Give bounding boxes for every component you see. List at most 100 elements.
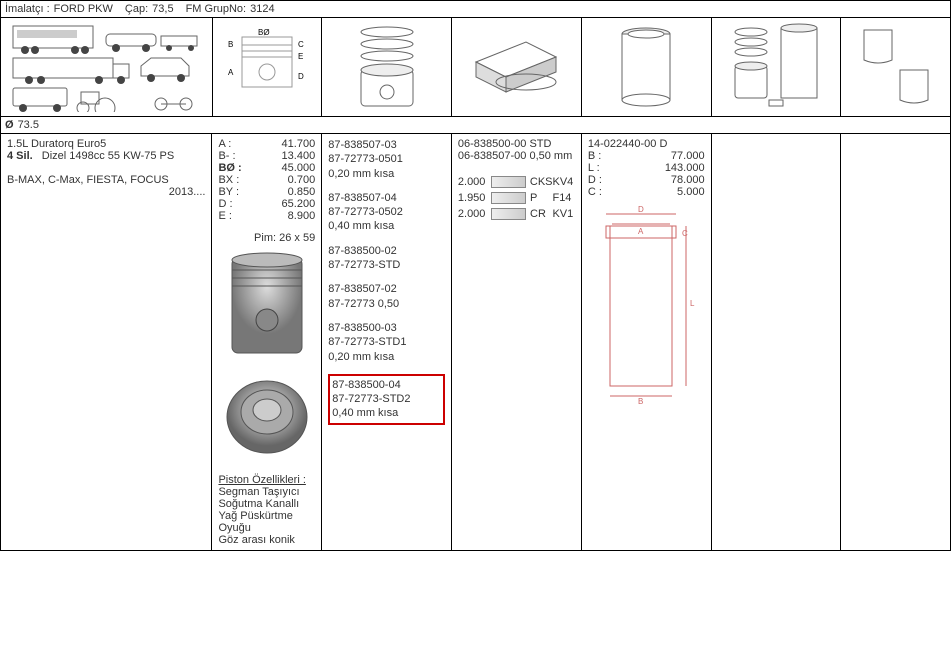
p6c: 0,40 mm kısa (332, 406, 441, 420)
part-group-3: 87-838500-02 87-72773-STD (328, 244, 445, 273)
catalog-page: İmalatçı : FORD PKW Çap: 73,5 FM GrupNo:… (0, 0, 951, 551)
group-label: FM GrupNo: (186, 3, 247, 15)
sleeve-icon (611, 22, 681, 112)
feature-4: Göz arası konik (218, 534, 315, 546)
svg-text:B: B (638, 397, 643, 406)
ring-pack-icon (466, 32, 566, 102)
sleeve-D: D :78.000 (588, 174, 705, 186)
piston-rings-icon (347, 22, 427, 112)
ring-profile-icon (491, 192, 526, 204)
cyl-prefix: 4 Sil. (7, 150, 33, 162)
ring-part2: 06-838507-00 0,50 mm (458, 150, 575, 162)
ring-part1: 06-838500-00 STD (458, 138, 575, 150)
dim-BY: BY :0.850 (218, 186, 315, 198)
sleeve-col: 14-022440-00 D B :77.000 L :143.000 D :7… (582, 134, 712, 550)
piston-dims-icon-cell: B A BØ CE D (213, 18, 323, 116)
pin-label: Pim: (254, 232, 276, 244)
p5c: 0,20 mm kısa (328, 350, 445, 364)
p3b: 87-72773-STD (328, 258, 445, 272)
diameter-symbol: Ø (5, 119, 14, 131)
diameter-row: Ø 73.5 (1, 117, 950, 134)
part-group-1: 87-838507-03 87-72773-0501 0,20 mm kısa (328, 138, 445, 181)
svg-text:BØ: BØ (258, 28, 270, 37)
r3v: 2.000 (458, 208, 487, 220)
ring-row-1: 2.000 CKS KV4 (458, 176, 575, 188)
p2b: 87-72773-0502 (328, 205, 445, 219)
svg-text:L: L (690, 299, 695, 308)
diameter-value: 73,5 (152, 3, 173, 15)
p5b: 87-72773-STD1 (328, 335, 445, 349)
feature-3: Yağ Püskürtme Oyuğu (218, 510, 315, 534)
ring-profile-icon (491, 208, 526, 220)
p2c: 0,40 mm kısa (328, 219, 445, 233)
p6a: 87-838500-04 (332, 378, 441, 392)
engine-spec: Dizel 1498cc 55 KW-75 PS (42, 150, 174, 162)
p6b: 87-72773-STD2 (332, 392, 441, 406)
svg-text:B: B (228, 40, 233, 49)
header-bar: İmalatçı : FORD PKW Çap: 73,5 FM GrupNo:… (1, 1, 950, 18)
ring-row-3: 2.000 CR KV1 (458, 208, 575, 220)
diameter-value2: 73.5 (18, 119, 39, 131)
svg-text:C: C (682, 229, 688, 238)
sleeve-part: 14-022440-00 D (588, 138, 705, 150)
diameter-label: Çap: (125, 3, 148, 15)
manufacturer-label: İmalatçı : (5, 3, 50, 15)
dimensions-col: A :41.700 B- :13.400 BØ :45.000 BX :0.70… (212, 134, 322, 550)
sleeve-C: C :5.000 (588, 186, 705, 198)
r2t: P (530, 192, 552, 204)
part-group-6-highlighted: 87-838500-04 87-72773-STD2 0,40 mm kısa (328, 374, 445, 425)
pin-value: 26 x 59 (279, 232, 315, 244)
r3c: KV1 (552, 208, 574, 220)
features-title: Piston Özellikleri : (218, 474, 315, 486)
p4a: 87-838507-02 (328, 282, 445, 296)
manufacturer-value: FORD PKW (54, 3, 113, 15)
r1t: CKS (530, 176, 553, 188)
p1c: 0,20 mm kısa (328, 167, 445, 181)
dim-BX: BX :0.700 (218, 174, 315, 186)
part-group-5: 87-838500-03 87-72773-STD1 0,20 mm kısa (328, 321, 445, 364)
svg-text:E: E (298, 52, 303, 61)
sleeve-L: L :143.000 (588, 162, 705, 174)
engine-year: 2013.... (7, 186, 205, 198)
parts-col: 87-838507-03 87-72773-0501 0,20 mm kısa … (322, 134, 452, 550)
piston-photo-top (222, 248, 312, 368)
svg-text:D: D (298, 72, 304, 81)
p1a: 87-838507-03 (328, 138, 445, 152)
engine-models: B-MAX, C-Max, FIESTA, FOCUS (7, 174, 205, 186)
sleeve-diagram: D A C L B (588, 206, 698, 406)
feature-1: Segman Taşıyıcı (218, 486, 315, 498)
kit-icon-cell (712, 18, 842, 116)
ring-pack-icon-cell (452, 18, 582, 116)
engine-line2: 4 Sil. Dizel 1498cc 55 KW-75 PS (7, 150, 205, 162)
r3t: CR (530, 208, 552, 220)
liner-pair-icon (856, 22, 936, 112)
dim-A: A :41.700 (218, 138, 315, 150)
svg-text:D: D (638, 206, 644, 214)
rings-col: 06-838500-00 STD 06-838507-00 0,50 mm 2.… (452, 134, 582, 550)
dim-D: D :65.200 (218, 198, 315, 210)
r1v: 2.000 (458, 176, 487, 188)
data-row: 1.5L Duratorq Euro5 4 Sil. Dizel 1498cc … (1, 134, 950, 550)
svg-text:A: A (228, 68, 234, 77)
pin-line: Pim: 26 x 59 (218, 232, 315, 244)
ring-row-2: 1.950 P F14 (458, 192, 575, 204)
engine-col: 1.5L Duratorq Euro5 4 Sil. Dizel 1498cc … (1, 134, 212, 550)
p2a: 87-838507-04 (328, 191, 445, 205)
empty-col-7 (841, 134, 950, 550)
dim-Bm: B- :13.400 (218, 150, 315, 162)
svg-text:C: C (298, 40, 304, 49)
group-value: 3124 (250, 3, 274, 15)
dim-BO: BØ :45.000 (218, 162, 315, 174)
part-group-2: 87-838507-04 87-72773-0502 0,40 mm kısa (328, 191, 445, 234)
ring-profile-icon (491, 176, 526, 188)
empty-col-6 (712, 134, 842, 550)
r1c: KV4 (553, 176, 575, 188)
feature-2: Soğutma Kanallı (218, 498, 315, 510)
piston-photo-crown (222, 372, 312, 462)
vehicles-icon-cell (1, 18, 213, 116)
kit-icon (721, 22, 831, 112)
r2v: 1.950 (458, 192, 487, 204)
p5a: 87-838500-03 (328, 321, 445, 335)
part-group-4: 87-838507-02 87-72773 0,50 (328, 282, 445, 311)
r2c: F14 (552, 192, 574, 204)
